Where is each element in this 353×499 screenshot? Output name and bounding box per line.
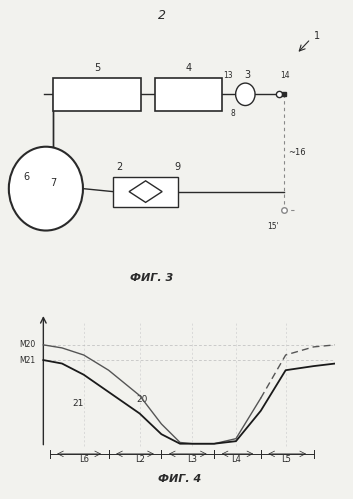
Text: L5: L5 [281, 455, 291, 464]
Polygon shape [129, 181, 162, 203]
Text: 1: 1 [314, 31, 320, 41]
Text: 2: 2 [158, 9, 166, 22]
Bar [155, 78, 222, 111]
Text: M20: M20 [19, 340, 36, 349]
Text: 8: 8 [231, 109, 235, 118]
Text: L6: L6 [79, 455, 89, 464]
Ellipse shape [235, 83, 255, 106]
Bar [113, 177, 178, 207]
Bar [53, 78, 141, 111]
Text: 6: 6 [23, 172, 30, 182]
Text: 7: 7 [50, 178, 56, 188]
Text: L3: L3 [187, 455, 197, 464]
Text: L4: L4 [231, 455, 241, 464]
Text: ~16: ~16 [288, 148, 305, 157]
Text: 5: 5 [94, 63, 100, 73]
Text: 3: 3 [244, 70, 250, 80]
Text: 13: 13 [223, 71, 233, 80]
Text: ФИГ. 4: ФИГ. 4 [158, 474, 202, 484]
Ellipse shape [9, 147, 83, 231]
Text: 21: 21 [73, 399, 84, 408]
Text: 9: 9 [175, 162, 181, 172]
Text: M21: M21 [19, 356, 36, 365]
Text: ФИГ. 3: ФИГ. 3 [130, 273, 173, 283]
Text: 2: 2 [116, 162, 123, 172]
Text: 15': 15' [268, 222, 280, 231]
Text: L2: L2 [135, 455, 145, 464]
Text: 14: 14 [281, 71, 290, 80]
Text: 20: 20 [137, 395, 148, 404]
Text: 4: 4 [186, 63, 192, 73]
